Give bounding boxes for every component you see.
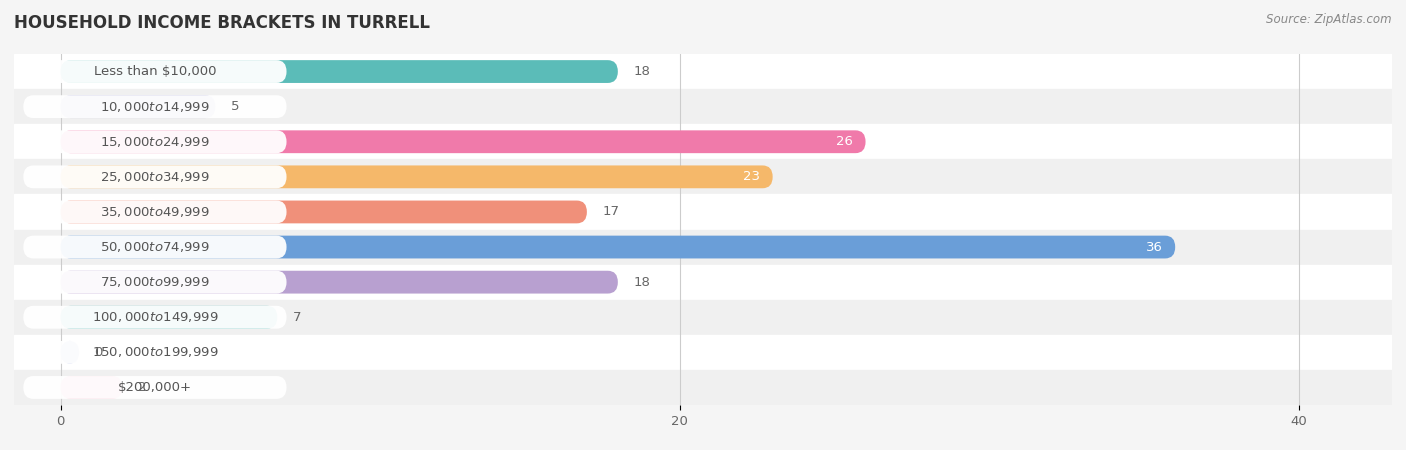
Bar <box>14 124 1392 159</box>
Text: 18: 18 <box>633 65 650 78</box>
FancyBboxPatch shape <box>60 166 773 188</box>
FancyBboxPatch shape <box>24 341 287 364</box>
Text: Source: ZipAtlas.com: Source: ZipAtlas.com <box>1267 14 1392 27</box>
FancyBboxPatch shape <box>60 341 79 364</box>
FancyBboxPatch shape <box>24 130 287 153</box>
Bar <box>14 159 1392 194</box>
Bar <box>14 230 1392 265</box>
Bar <box>14 54 1392 89</box>
FancyBboxPatch shape <box>24 201 287 223</box>
FancyBboxPatch shape <box>24 60 287 83</box>
FancyBboxPatch shape <box>60 60 617 83</box>
Text: HOUSEHOLD INCOME BRACKETS IN TURRELL: HOUSEHOLD INCOME BRACKETS IN TURRELL <box>14 14 430 32</box>
FancyBboxPatch shape <box>24 236 287 258</box>
FancyBboxPatch shape <box>24 306 287 328</box>
Text: $15,000 to $24,999: $15,000 to $24,999 <box>100 135 209 149</box>
Text: 0: 0 <box>94 346 103 359</box>
FancyBboxPatch shape <box>24 376 287 399</box>
FancyBboxPatch shape <box>24 166 287 188</box>
FancyBboxPatch shape <box>60 130 866 153</box>
Text: $25,000 to $34,999: $25,000 to $34,999 <box>100 170 209 184</box>
Text: 17: 17 <box>602 206 620 218</box>
FancyBboxPatch shape <box>60 236 1175 258</box>
FancyBboxPatch shape <box>60 376 122 399</box>
Text: Less than $10,000: Less than $10,000 <box>94 65 217 78</box>
Bar <box>14 370 1392 405</box>
FancyBboxPatch shape <box>60 95 215 118</box>
Text: 26: 26 <box>837 135 853 148</box>
FancyBboxPatch shape <box>60 201 586 223</box>
Text: 2: 2 <box>138 381 146 394</box>
Bar <box>14 265 1392 300</box>
Text: 36: 36 <box>1146 241 1163 253</box>
FancyBboxPatch shape <box>24 271 287 293</box>
Bar <box>14 194 1392 230</box>
Bar <box>14 89 1392 124</box>
Bar <box>14 300 1392 335</box>
Text: 18: 18 <box>633 276 650 288</box>
Text: 23: 23 <box>744 171 761 183</box>
FancyBboxPatch shape <box>60 271 617 293</box>
Bar <box>14 335 1392 370</box>
Text: $10,000 to $14,999: $10,000 to $14,999 <box>100 99 209 114</box>
FancyBboxPatch shape <box>24 95 287 118</box>
Text: 7: 7 <box>292 311 301 324</box>
Text: $75,000 to $99,999: $75,000 to $99,999 <box>100 275 209 289</box>
FancyBboxPatch shape <box>60 306 277 328</box>
Text: $100,000 to $149,999: $100,000 to $149,999 <box>91 310 218 324</box>
Text: 5: 5 <box>231 100 239 113</box>
Text: $150,000 to $199,999: $150,000 to $199,999 <box>91 345 218 360</box>
Text: $200,000+: $200,000+ <box>118 381 193 394</box>
Text: $50,000 to $74,999: $50,000 to $74,999 <box>100 240 209 254</box>
Text: $35,000 to $49,999: $35,000 to $49,999 <box>100 205 209 219</box>
